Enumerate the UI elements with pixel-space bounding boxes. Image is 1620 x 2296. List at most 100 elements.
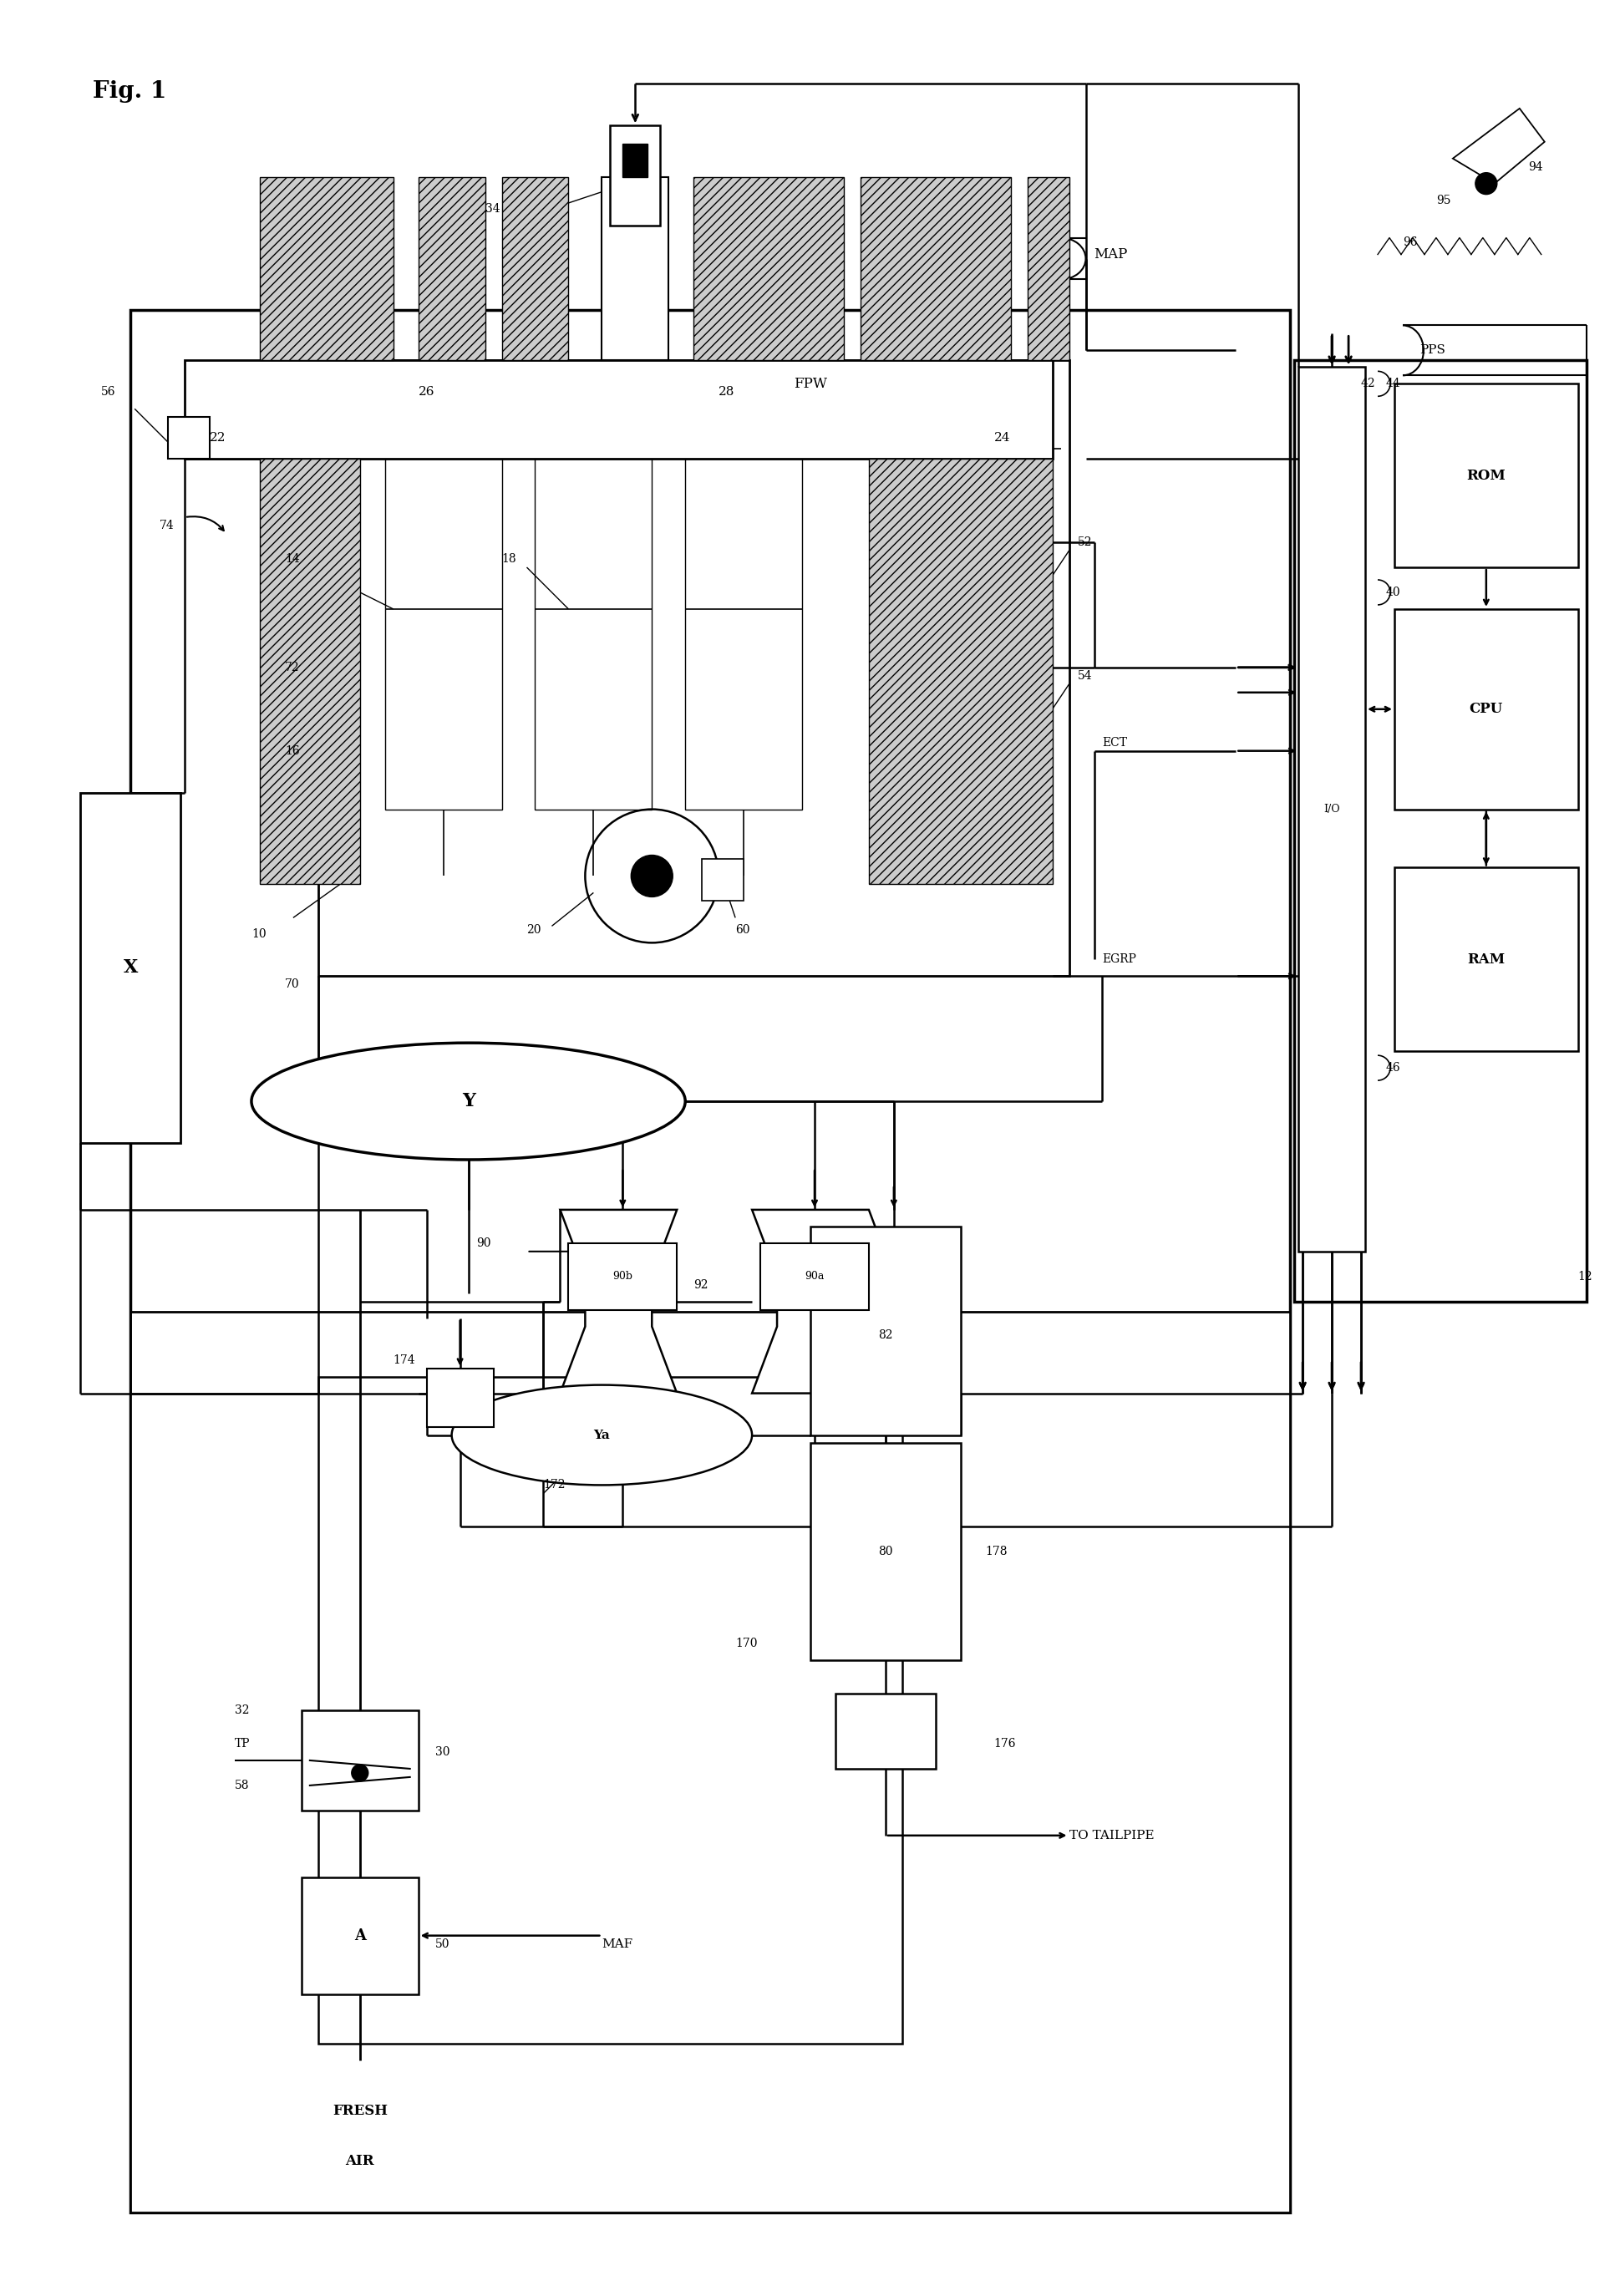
Bar — [868, 459, 1051, 884]
Text: 46: 46 — [1385, 1063, 1400, 1075]
Bar — [622, 142, 648, 177]
Text: 72: 72 — [285, 661, 300, 673]
Polygon shape — [561, 1210, 677, 1394]
Text: 44: 44 — [1385, 379, 1400, 390]
Text: 90: 90 — [476, 1238, 491, 1249]
Text: 94: 94 — [1528, 161, 1542, 172]
Text: 178: 178 — [985, 1545, 1008, 1557]
Bar — [834, 1694, 935, 1768]
Bar — [130, 1311, 1290, 2213]
Text: TP: TP — [235, 1738, 249, 1750]
Bar — [384, 459, 502, 808]
Text: 18: 18 — [502, 553, 517, 565]
Circle shape — [630, 854, 672, 898]
Text: MAF: MAF — [601, 1938, 632, 1949]
Text: 96: 96 — [1401, 236, 1416, 248]
Bar — [130, 310, 1290, 2213]
Text: 172: 172 — [543, 1479, 565, 1490]
Bar — [535, 459, 651, 808]
Text: 20: 20 — [526, 925, 541, 937]
Bar — [810, 1444, 961, 1660]
Bar — [1294, 360, 1586, 1302]
Text: 56: 56 — [100, 386, 117, 397]
Text: 58: 58 — [235, 1779, 249, 1791]
Bar — [259, 177, 394, 360]
Text: PPS: PPS — [1419, 344, 1445, 356]
Bar — [810, 1226, 961, 1435]
Bar — [81, 792, 180, 1143]
Text: 90b: 90b — [612, 1272, 632, 1281]
Bar — [259, 459, 360, 884]
Text: FPW: FPW — [794, 377, 826, 390]
Text: 24: 24 — [993, 432, 1009, 443]
Bar — [168, 418, 209, 459]
Text: Y: Y — [462, 1093, 475, 1111]
Bar — [609, 124, 659, 225]
Bar — [318, 1378, 902, 2043]
Text: 74: 74 — [160, 519, 175, 530]
Bar — [301, 1878, 418, 1993]
Bar — [1027, 177, 1069, 360]
Text: 80: 80 — [878, 1545, 893, 1557]
Bar — [1393, 383, 1578, 567]
Text: 40: 40 — [1385, 585, 1400, 599]
Text: A: A — [353, 1929, 366, 1942]
Circle shape — [1474, 172, 1497, 195]
Text: 22: 22 — [209, 432, 225, 443]
Text: 176: 176 — [993, 1738, 1016, 1750]
Ellipse shape — [452, 1384, 752, 1486]
Ellipse shape — [251, 1042, 685, 1159]
Bar — [569, 1242, 677, 1309]
Text: 90a: 90a — [805, 1272, 825, 1281]
Text: ECT: ECT — [1102, 737, 1128, 748]
Text: 10: 10 — [251, 928, 266, 941]
Text: ROM: ROM — [1466, 468, 1505, 482]
Bar — [418, 177, 484, 360]
Polygon shape — [752, 1210, 893, 1394]
Text: 12: 12 — [1578, 1270, 1592, 1283]
Text: Ya: Ya — [593, 1428, 609, 1442]
Text: RAM: RAM — [1466, 953, 1505, 967]
Text: 30: 30 — [434, 1747, 449, 1759]
Bar — [185, 360, 1051, 459]
Bar — [760, 1242, 868, 1309]
Bar — [1298, 367, 1364, 1251]
Text: AIR: AIR — [345, 2154, 374, 2167]
Bar — [601, 177, 667, 360]
Text: 95: 95 — [1435, 195, 1450, 207]
Text: CPU: CPU — [1469, 703, 1502, 716]
Bar — [318, 360, 1069, 976]
Text: Fig. 1: Fig. 1 — [92, 80, 167, 103]
Text: 82: 82 — [878, 1329, 893, 1341]
Bar — [426, 1368, 492, 1426]
Text: FRESH: FRESH — [332, 2103, 387, 2117]
Text: 170: 170 — [735, 1637, 757, 1649]
Text: TO TAILPIPE: TO TAILPIPE — [1069, 1830, 1153, 1841]
Text: 16: 16 — [285, 744, 300, 758]
Text: 26: 26 — [418, 386, 434, 397]
Bar — [1393, 608, 1578, 808]
Text: 42: 42 — [1361, 379, 1375, 390]
Text: 60: 60 — [735, 925, 750, 937]
Text: X: X — [123, 960, 138, 978]
Bar — [685, 459, 802, 808]
Text: 14: 14 — [285, 553, 300, 565]
Text: 32: 32 — [235, 1704, 249, 1715]
Text: I/O: I/O — [1324, 804, 1340, 815]
Text: MAP: MAP — [1094, 248, 1128, 262]
Text: 92: 92 — [693, 1279, 708, 1290]
Text: EGRP: EGRP — [1102, 953, 1136, 964]
Text: 54: 54 — [1077, 670, 1092, 682]
Circle shape — [352, 1766, 368, 1782]
Polygon shape — [1452, 108, 1544, 184]
Text: 174: 174 — [394, 1355, 415, 1366]
Text: 28: 28 — [718, 386, 734, 397]
Bar — [502, 177, 569, 360]
Bar — [701, 859, 744, 900]
Text: 70: 70 — [285, 978, 300, 990]
Text: 52: 52 — [1077, 537, 1092, 549]
Bar — [301, 1711, 418, 1812]
Bar — [1393, 868, 1578, 1052]
Text: 34: 34 — [484, 202, 499, 214]
Bar — [693, 177, 844, 360]
